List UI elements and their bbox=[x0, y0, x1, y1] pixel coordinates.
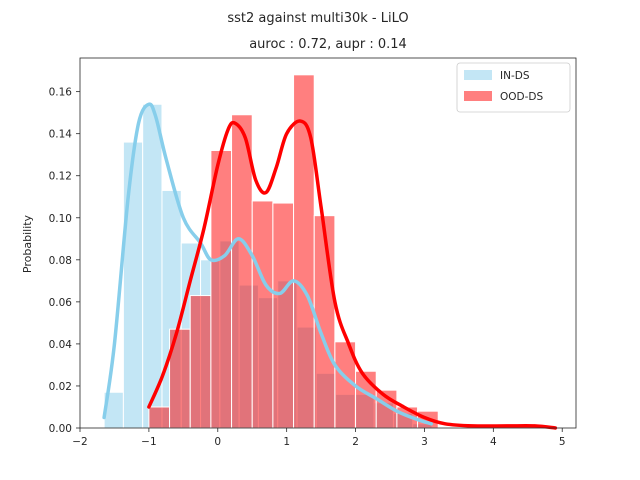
bar-ood-ds-5 bbox=[251, 200, 274, 429]
y-tick-label: 0.04 bbox=[49, 339, 73, 351]
y-tick-label: 0.14 bbox=[49, 129, 73, 141]
y-tick-label: 0.10 bbox=[49, 213, 72, 225]
legend: IN-DS OOD-DS bbox=[456, 62, 571, 113]
y-tick-label: 0.00 bbox=[49, 423, 72, 435]
y-tick-label: 0.16 bbox=[49, 87, 73, 99]
y-axis-label: Probability bbox=[21, 214, 34, 273]
x-tick-label: 0 bbox=[214, 436, 221, 448]
y-axis: 0.00 0.02 0.04 0.06 0.08 0.10 0.12 0.14 0.16 bbox=[49, 87, 80, 435]
x-tick-label: 2 bbox=[352, 436, 359, 448]
bar-in-ds-1 bbox=[122, 141, 144, 429]
legend-swatch-in-ds bbox=[464, 70, 492, 80]
x-tick-label: −2 bbox=[72, 436, 87, 448]
bar-ood-ds-6 bbox=[272, 202, 295, 429]
legend-label-in-ds: IN-DS bbox=[500, 70, 530, 82]
x-tick-label: 4 bbox=[490, 436, 497, 448]
chart-title: sst2 against multi30k - LiLO bbox=[227, 11, 408, 26]
bar-ood-ds-0 bbox=[148, 406, 171, 429]
x-tick-label: −1 bbox=[141, 436, 156, 448]
y-tick-label: 0.12 bbox=[49, 171, 72, 183]
bar-ood-ds-2 bbox=[189, 295, 212, 429]
legend-label-ood-ds: OOD-DS bbox=[500, 91, 543, 103]
bar-ood-ds-7 bbox=[293, 74, 315, 429]
x-tick-label: 1 bbox=[283, 436, 290, 448]
y-tick-label: 0.02 bbox=[49, 381, 72, 393]
x-tick-label: 3 bbox=[421, 436, 428, 448]
bar-in-ds-2 bbox=[142, 103, 163, 429]
x-axis: −2 −1 0 1 2 3 4 5 bbox=[72, 428, 566, 448]
bar-ood-ds-4 bbox=[231, 114, 253, 429]
bars-layer bbox=[103, 74, 439, 429]
bar-ood-ds-3 bbox=[210, 150, 233, 429]
y-tick-label: 0.08 bbox=[49, 255, 72, 267]
y-tick-label: 0.06 bbox=[49, 297, 73, 309]
x-tick-label: 5 bbox=[559, 436, 566, 448]
chart-subtitle: auroc : 0.72, aupr : 0.14 bbox=[249, 37, 407, 52]
kde-curves-layer bbox=[102, 102, 558, 430]
kde-line-ood-ds bbox=[147, 119, 558, 430]
kde-line-in-ds bbox=[102, 102, 434, 426]
legend-swatch-ood-ds bbox=[464, 91, 492, 101]
plot-frame bbox=[79, 57, 577, 429]
